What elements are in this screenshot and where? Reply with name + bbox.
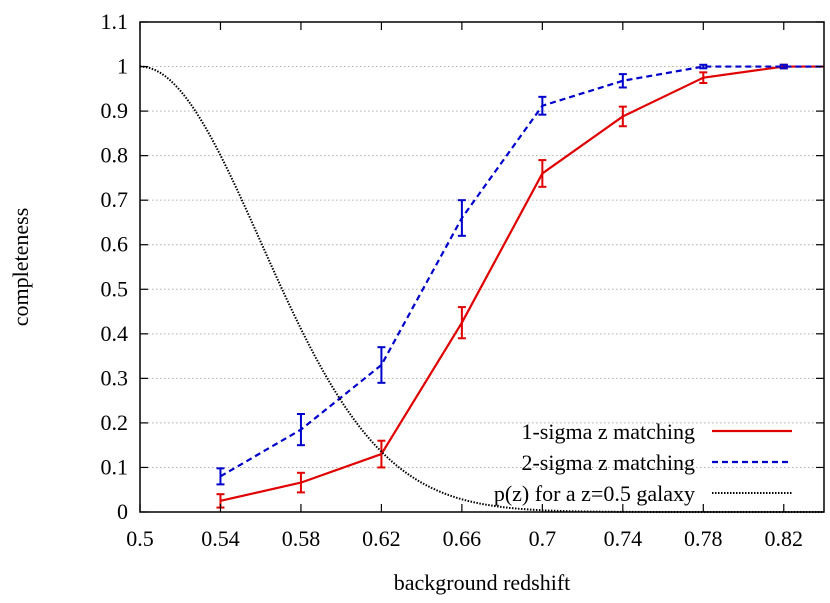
y-tick-label: 0.7 — [101, 187, 129, 212]
plot-frame — [139, 21, 825, 513]
series-2 — [216, 63, 824, 486]
x-tick-label: 0.58 — [282, 526, 321, 551]
ticks — [139, 21, 824, 513]
error-bar — [377, 439, 386, 469]
error-bar — [296, 471, 305, 494]
x-tick-label: 0.66 — [443, 526, 482, 551]
y-tick-label: 0.4 — [101, 321, 129, 346]
x-tick-label: 0.82 — [765, 526, 804, 551]
y-tick-label: 0.3 — [101, 365, 129, 390]
legend: 1-sigma z matching 2-sigma z matching p(z)… — [494, 419, 792, 506]
error-bar — [538, 159, 547, 188]
y-tick-label: 1 — [117, 54, 128, 79]
y-tick-label: 0.9 — [101, 98, 129, 123]
x-axis-label: background redshift — [394, 570, 571, 595]
error-bar — [618, 105, 627, 128]
legend-label: 2-sigma z matching — [521, 450, 695, 475]
y-tick-label: 0 — [117, 499, 128, 524]
error-bar — [216, 467, 225, 486]
x-tick-labels: 0.5 0.54 0.58 0.62 0.66 0.7 0.74 0.78 0.82 — [126, 526, 803, 551]
error-bar — [457, 199, 466, 237]
y-tick-label: 0.5 — [101, 276, 129, 301]
x-tick-label: 0.5 — [126, 526, 154, 551]
error-bar — [538, 95, 547, 116]
error-bar — [779, 63, 788, 70]
y-tick-label: 1.1 — [101, 9, 129, 34]
legend-label: 1-sigma z matching — [521, 419, 695, 444]
series-line — [219, 65, 824, 478]
y-tick-label: 0.6 — [101, 232, 129, 257]
y-tick-label: 0.8 — [101, 143, 129, 168]
x-tick-label: 0.74 — [604, 526, 643, 551]
y-tick-label: 0.1 — [101, 454, 129, 479]
x-tick-label: 0.62 — [362, 526, 401, 551]
y-tick-labels: 0 0.1 0.2 0.3 0.4 0.5 0.6 0.7 0.8 0.9 1 1.1 — [101, 9, 129, 524]
x-tick-label: 0.54 — [201, 526, 240, 551]
error-bar — [377, 346, 386, 384]
error-bar — [618, 73, 627, 89]
error-bar — [699, 71, 708, 85]
y-tick-label: 0.2 — [101, 410, 129, 435]
error-bar — [457, 306, 466, 340]
error-bar — [699, 63, 708, 70]
x-tick-label: 0.7 — [529, 526, 557, 551]
series-layer — [139, 63, 824, 513]
series-1 — [216, 63, 824, 509]
y-axis-label: completeness — [8, 208, 33, 327]
legend-label: p(z) for a z=0.5 galaxy — [494, 481, 695, 506]
x-tick-label: 0.78 — [684, 526, 723, 551]
error-bar — [296, 413, 305, 447]
grid-lines — [140, 66, 824, 468]
